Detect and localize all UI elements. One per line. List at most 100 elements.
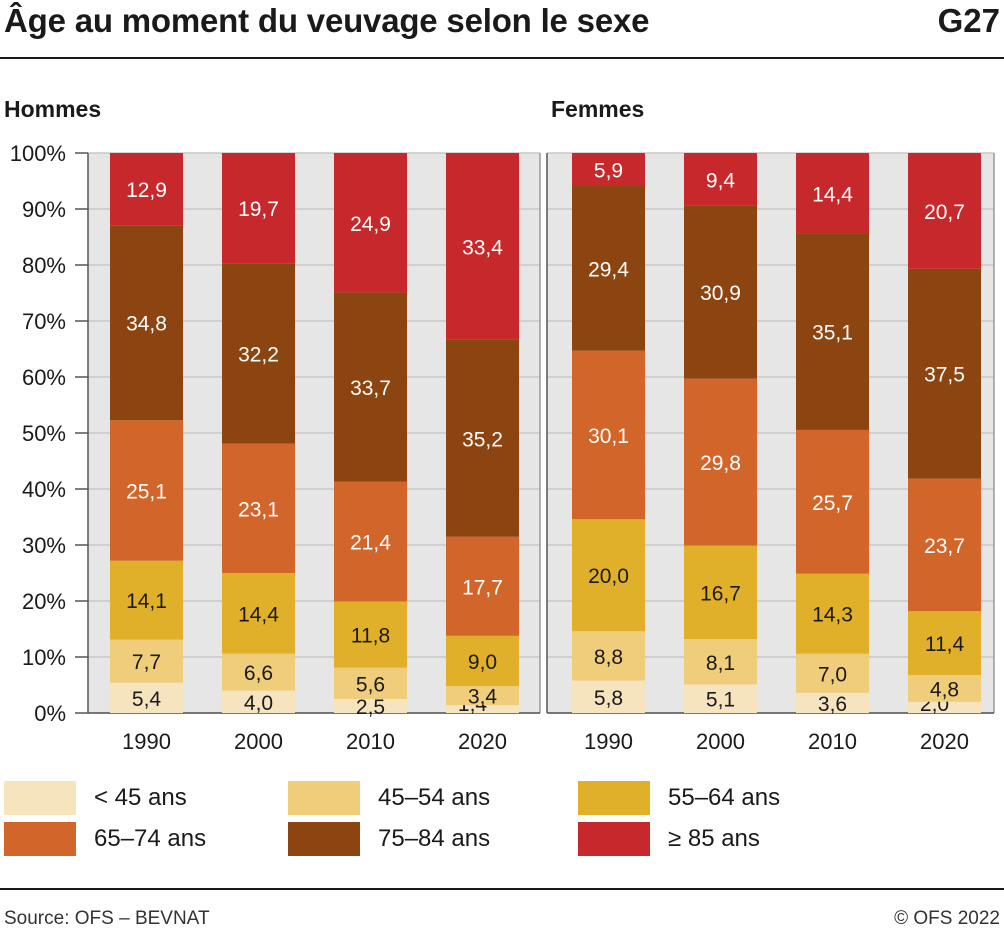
data-label: 25,1 bbox=[126, 480, 167, 503]
bar-segment bbox=[684, 153, 757, 206]
bar-segment bbox=[908, 674, 981, 702]
data-label: 25,7 bbox=[812, 492, 853, 515]
bar-segment bbox=[446, 686, 519, 706]
source-note: Source: OFS – BEVNAT bbox=[4, 908, 210, 929]
legend-item-65-74: 65–74 ans bbox=[4, 821, 206, 857]
data-label: 7,7 bbox=[132, 651, 161, 674]
bar-segment bbox=[796, 233, 869, 430]
bar-segment bbox=[796, 153, 869, 234]
bar-segment bbox=[222, 653, 295, 691]
legend-swatch bbox=[578, 822, 650, 856]
bar-segment bbox=[572, 631, 645, 681]
data-label: 20,7 bbox=[924, 201, 965, 224]
y-tick-label: 100% bbox=[10, 141, 66, 166]
legend-label: 75–84 ans bbox=[378, 825, 491, 852]
y-tick-label: 50% bbox=[22, 421, 66, 446]
bar-segment bbox=[908, 478, 981, 612]
legend-label: ≥ 85 ans bbox=[668, 825, 760, 852]
header-divider bbox=[0, 57, 1004, 59]
bar-segment bbox=[796, 429, 869, 574]
data-label: 23,1 bbox=[238, 498, 279, 521]
y-tick-label: 60% bbox=[22, 365, 66, 390]
data-label: 8,1 bbox=[706, 652, 735, 675]
bar-segment bbox=[110, 682, 183, 713]
legend-swatch bbox=[578, 781, 650, 815]
legend-swatch bbox=[4, 822, 76, 856]
panel-title-hommes: Hommes bbox=[4, 96, 102, 122]
bar-segment bbox=[796, 692, 869, 713]
bar-segment bbox=[684, 639, 757, 685]
copyright-note: © OFS 2022 bbox=[894, 908, 1000, 929]
legend-item-55-64: 55–64 ans bbox=[578, 780, 780, 816]
data-label: 4,0 bbox=[244, 692, 273, 715]
bar-segment bbox=[334, 481, 407, 602]
bar-segment bbox=[684, 545, 757, 640]
y-tick-label: 90% bbox=[22, 197, 66, 222]
bar-segment bbox=[908, 268, 981, 479]
bar-segment bbox=[446, 705, 519, 713]
data-label: 11,4 bbox=[925, 633, 965, 656]
bar-segment bbox=[684, 205, 757, 379]
legend-item-lt45: < 45 ans bbox=[4, 780, 187, 816]
data-label: 20,0 bbox=[588, 565, 629, 588]
data-label: 35,1 bbox=[812, 322, 853, 345]
data-label: 24,9 bbox=[350, 213, 391, 236]
data-label: 23,7 bbox=[924, 535, 965, 558]
legend-label: 65–74 ans bbox=[94, 825, 207, 852]
data-label: 3,4 bbox=[468, 686, 498, 709]
data-label: 5,4 bbox=[132, 688, 162, 711]
y-tick-label: 0% bbox=[34, 701, 66, 726]
y-tick-label: 10% bbox=[22, 645, 66, 670]
data-label: 35,2 bbox=[462, 428, 503, 451]
bar-segment bbox=[684, 684, 757, 713]
bar-segment bbox=[572, 519, 645, 632]
data-label: 16,7 bbox=[700, 582, 741, 605]
footer-divider bbox=[0, 888, 1004, 890]
data-label: 14,1 bbox=[126, 590, 167, 613]
legend-item-ge85: ≥ 85 ans bbox=[578, 821, 760, 857]
x-tick-label: 2000 bbox=[234, 729, 283, 754]
legend-item-45-54: 45–54 ans bbox=[288, 780, 490, 816]
data-label: 29,8 bbox=[700, 452, 741, 475]
y-tick-label: 30% bbox=[22, 533, 66, 558]
chart-title: Âge au moment du veuvage selon le sexe bbox=[4, 2, 650, 39]
bar-segment bbox=[446, 536, 519, 636]
bar-segment bbox=[796, 573, 869, 654]
data-label: 33,7 bbox=[350, 377, 391, 400]
y-tick-label: 40% bbox=[22, 477, 66, 502]
x-tick-label: 2000 bbox=[696, 729, 745, 754]
data-label: 14,4 bbox=[812, 183, 853, 206]
x-tick-label: 2020 bbox=[458, 729, 507, 754]
bar-segment bbox=[572, 153, 645, 187]
bar-segment bbox=[110, 420, 183, 561]
data-label: 3,6 bbox=[818, 693, 847, 716]
data-label: 32,2 bbox=[238, 343, 279, 366]
data-label: 5,6 bbox=[356, 673, 385, 696]
legend-label: < 45 ans bbox=[94, 784, 187, 811]
data-label: 2,5 bbox=[356, 696, 385, 719]
bar-segment bbox=[222, 153, 295, 264]
data-label: 30,9 bbox=[700, 282, 741, 305]
data-label: 8,8 bbox=[594, 646, 623, 669]
data-label: 29,4 bbox=[588, 258, 629, 281]
data-label: 14,3 bbox=[812, 604, 853, 627]
data-label: 34,8 bbox=[126, 313, 167, 336]
x-tick-label: 1990 bbox=[584, 729, 633, 754]
data-label: 9,0 bbox=[468, 651, 497, 674]
bar-segment bbox=[110, 153, 183, 226]
legend: < 45 ans 45–54 ans 55–64 ans 65–74 ans 7… bbox=[0, 776, 1004, 866]
bar-segment bbox=[110, 560, 183, 640]
bar-segment bbox=[334, 292, 407, 482]
legend-swatch bbox=[288, 822, 360, 856]
bar-segment bbox=[334, 667, 407, 699]
data-label: 12,9 bbox=[126, 179, 167, 202]
data-label: 5,8 bbox=[594, 687, 623, 710]
data-label: 11,8 bbox=[351, 625, 390, 648]
bar-segment bbox=[222, 263, 295, 444]
figure-code: G27 bbox=[937, 2, 1000, 39]
data-label: 21,4 bbox=[350, 531, 391, 554]
bar-segment bbox=[572, 350, 645, 520]
data-label: 6,6 bbox=[244, 662, 273, 685]
bar-segment bbox=[908, 153, 981, 269]
bar-segment bbox=[222, 573, 295, 654]
